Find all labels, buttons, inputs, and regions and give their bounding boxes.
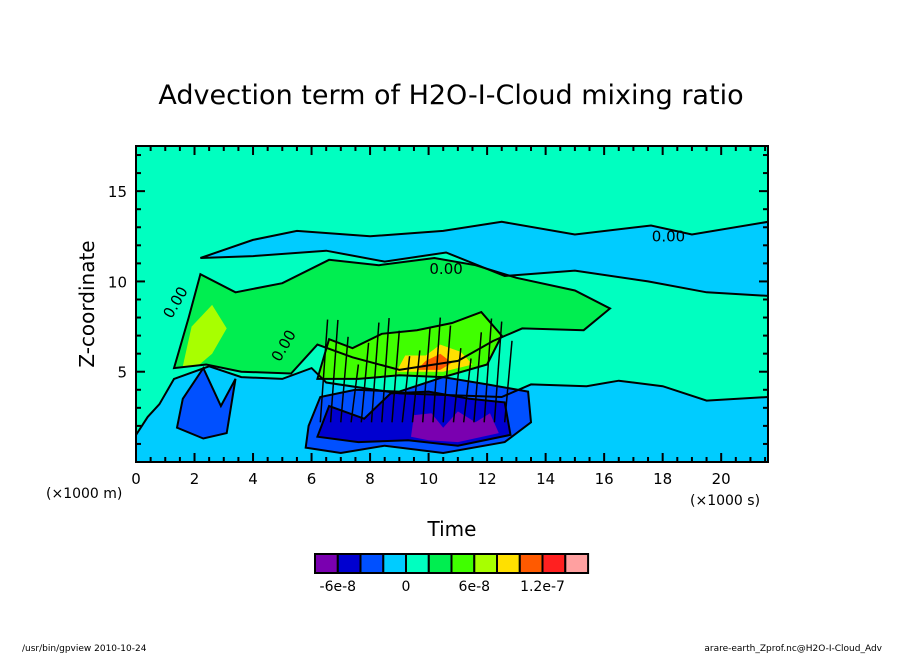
x-tick-label: 0: [131, 470, 141, 488]
colorbar-label: -6e-8: [320, 579, 357, 595]
x-tick-label: 12: [478, 470, 497, 488]
x-tick-label: 2: [190, 470, 200, 488]
x-tick-label: 20: [712, 470, 731, 488]
colorbar-swatch: [382, 553, 408, 574]
axis-ticks: [136, 146, 768, 462]
contour-line-mid-positive-green: [172, 256, 612, 375]
x-tick-label: 18: [653, 470, 672, 488]
contour-streak: [452, 348, 462, 423]
contour-streak: [503, 340, 513, 423]
contour-label: 0.00: [429, 260, 462, 278]
contour-streak: [442, 325, 452, 423]
colorbar-swatch: [473, 553, 499, 574]
contour-streak: [432, 317, 442, 423]
contour-streak: [493, 321, 503, 423]
region-mid-positive-green: [174, 258, 610, 374]
colorbar-swatch: [336, 553, 362, 574]
plot-frame: [135, 145, 769, 463]
contour-streak: [401, 356, 411, 423]
contour-streak: [391, 330, 401, 423]
colorbar-swatch: [518, 553, 544, 574]
x-axis-label: Time: [427, 517, 477, 541]
region-early-convection-positive: [182, 304, 227, 367]
contour-streak: [462, 358, 472, 423]
contour-streak: [381, 318, 390, 423]
colorbar-swatch: [427, 553, 453, 574]
x-unit-label: (×1000 s): [690, 493, 760, 509]
colorbar-label: 0: [402, 579, 411, 595]
x-tick-label: 10: [419, 470, 438, 488]
contour-line-early-convection-negative: [175, 366, 237, 440]
colorbar-swatch: [359, 553, 385, 574]
colorbar: [314, 553, 590, 574]
x-tick-label: 4: [248, 470, 258, 488]
x-tick-label: 6: [307, 470, 317, 488]
contour-streak: [370, 322, 380, 423]
contour-streak: [421, 326, 431, 423]
y-tick-label: 5: [117, 364, 127, 382]
contour-streak: [350, 364, 360, 423]
contour-streak: [340, 336, 349, 423]
contour-line-upper-negative-band: [200, 220, 768, 297]
contour-line-lower-negative-zone: [136, 365, 768, 462]
y-tick-label: 10: [108, 273, 127, 291]
x-tick-label: 16: [595, 470, 614, 488]
chart-title: Advection term of H2O-I-Cloud mixing rat…: [158, 80, 743, 111]
contour-line-convection-positive: [316, 310, 503, 380]
colorbar-swatch: [541, 553, 567, 574]
colorbar-swatch: [405, 553, 430, 574]
footer-left: /usr/bin/gpview 2010-10-24: [22, 644, 147, 654]
colorbar-label: 6e-8: [459, 579, 490, 595]
colorbar-swatch: [314, 553, 339, 574]
colorbar-swatch: [450, 553, 476, 574]
contour-label: 0.00: [652, 228, 685, 246]
plot-area: 0.000.000.000.00: [136, 146, 768, 462]
contour-streak: [411, 350, 421, 423]
colorbar-label: 1.2e-7: [520, 579, 565, 595]
y-axis-label: Z-coordinate: [75, 240, 99, 367]
colorbar-swatch: [496, 553, 521, 574]
contour-streak: [483, 318, 493, 423]
contour-streak: [319, 319, 329, 423]
x-tick-label: 14: [536, 470, 555, 488]
contour-streak: [360, 342, 370, 423]
y-unit-label: (×1000 m): [46, 486, 122, 502]
contour-streak: [473, 332, 483, 423]
x-tick-label: 8: [365, 470, 375, 488]
y-tick-label: 15: [108, 183, 127, 201]
contour-streak: [329, 319, 339, 423]
colorbar-swatch: [564, 553, 590, 574]
footer-right: arare-earth_Zprof.nc@H2O-I-Cloud_Adv: [704, 644, 882, 654]
contour-line-main-convection-core-negative: [316, 390, 512, 447]
